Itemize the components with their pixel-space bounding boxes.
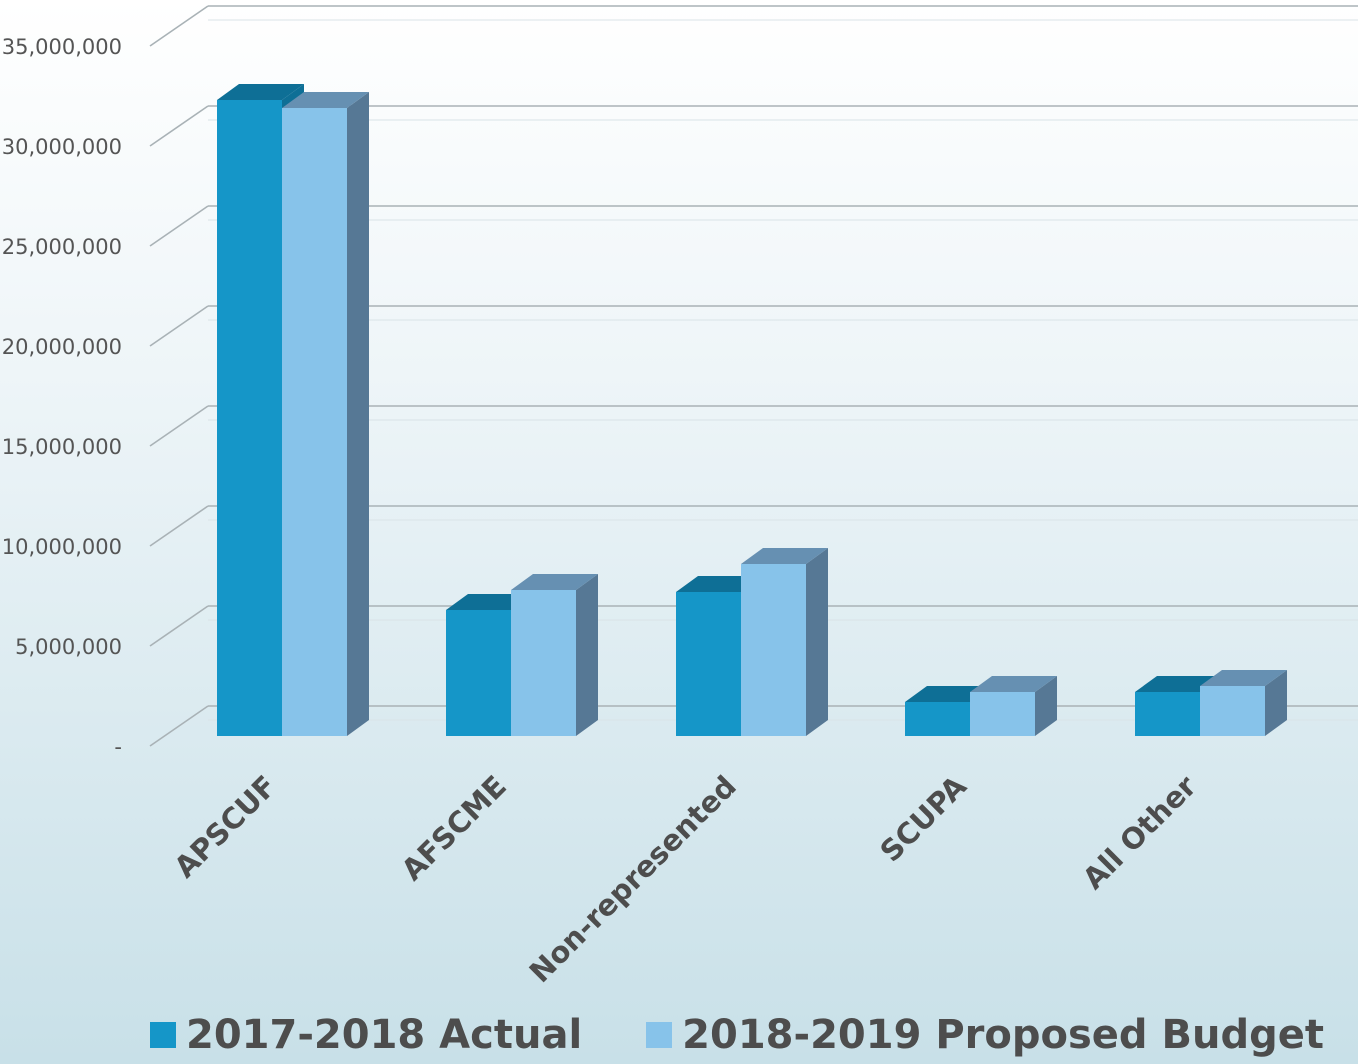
legend-item-series-1: 2017-2018 Actual xyxy=(150,1012,582,1058)
x-tick-label: SCUPA xyxy=(873,769,973,869)
x-axis: APSCUF AFSCME Non-represented SCUPA All Othe… xyxy=(168,768,1204,989)
bar xyxy=(1135,692,1200,736)
bar-top xyxy=(741,548,828,564)
x-tick-label: AFSCME xyxy=(395,769,513,887)
bar xyxy=(741,564,806,736)
bar xyxy=(217,100,282,736)
y-tick-label: 5,000,000 xyxy=(15,635,122,659)
y-tick-label: 35,000,000 xyxy=(2,35,122,59)
bar-side xyxy=(1265,670,1287,736)
y-axis: - 5,000,000 10,000,000 15,000,000 20,000,000… xyxy=(2,35,122,759)
bar-side xyxy=(1035,676,1057,736)
gridline-diag-7 xyxy=(149,5,209,47)
legend-swatch-series-1 xyxy=(150,1022,176,1048)
legend: 2017-2018 Actual 2018-2019 Proposed Budg… xyxy=(150,1012,1358,1058)
y-tick-label: 15,000,000 xyxy=(2,435,122,459)
y-tick-label: - xyxy=(114,735,122,759)
bar xyxy=(282,108,347,736)
y-tick-label: 30,000,000 xyxy=(2,135,122,159)
y-tick-label: 20,000,000 xyxy=(2,335,122,359)
y-tick-label: 25,000,000 xyxy=(2,235,122,259)
bar xyxy=(446,610,511,736)
bar-top xyxy=(970,676,1057,692)
x-tick-label: APSCUF xyxy=(168,769,283,884)
bar-top xyxy=(217,84,304,100)
bars xyxy=(217,84,1287,736)
bar-top xyxy=(1200,670,1287,686)
bar-side xyxy=(347,92,369,736)
gridline-diag-6 xyxy=(149,105,209,147)
bar-top xyxy=(511,574,598,590)
gridline-diag-1 xyxy=(149,605,209,647)
gridline-diag-2 xyxy=(149,505,209,547)
x-tick-label: All Other xyxy=(1076,768,1203,895)
bar xyxy=(905,702,970,736)
y-tick-label: 10,000,000 xyxy=(2,535,122,559)
bar xyxy=(970,692,1035,736)
gridline-diag-4 xyxy=(149,305,209,347)
bar xyxy=(1200,686,1265,736)
gridline-diag-3 xyxy=(149,405,209,447)
bar xyxy=(511,590,576,736)
legend-label-series-2: 2018-2019 Proposed Budget xyxy=(682,1012,1324,1058)
legend-item-series-2: 2018-2019 Proposed Budget xyxy=(646,1012,1324,1058)
bar-side xyxy=(806,548,828,736)
bar xyxy=(676,592,741,736)
gridline-diag-0 xyxy=(149,705,209,747)
bar-side xyxy=(576,574,598,736)
bar-top xyxy=(282,92,369,108)
x-tick-label: Non-represented xyxy=(523,769,743,989)
legend-label-series-1: 2017-2018 Actual xyxy=(186,1012,583,1058)
gridline-diag-5 xyxy=(149,205,209,247)
legend-swatch-series-2 xyxy=(646,1022,673,1048)
